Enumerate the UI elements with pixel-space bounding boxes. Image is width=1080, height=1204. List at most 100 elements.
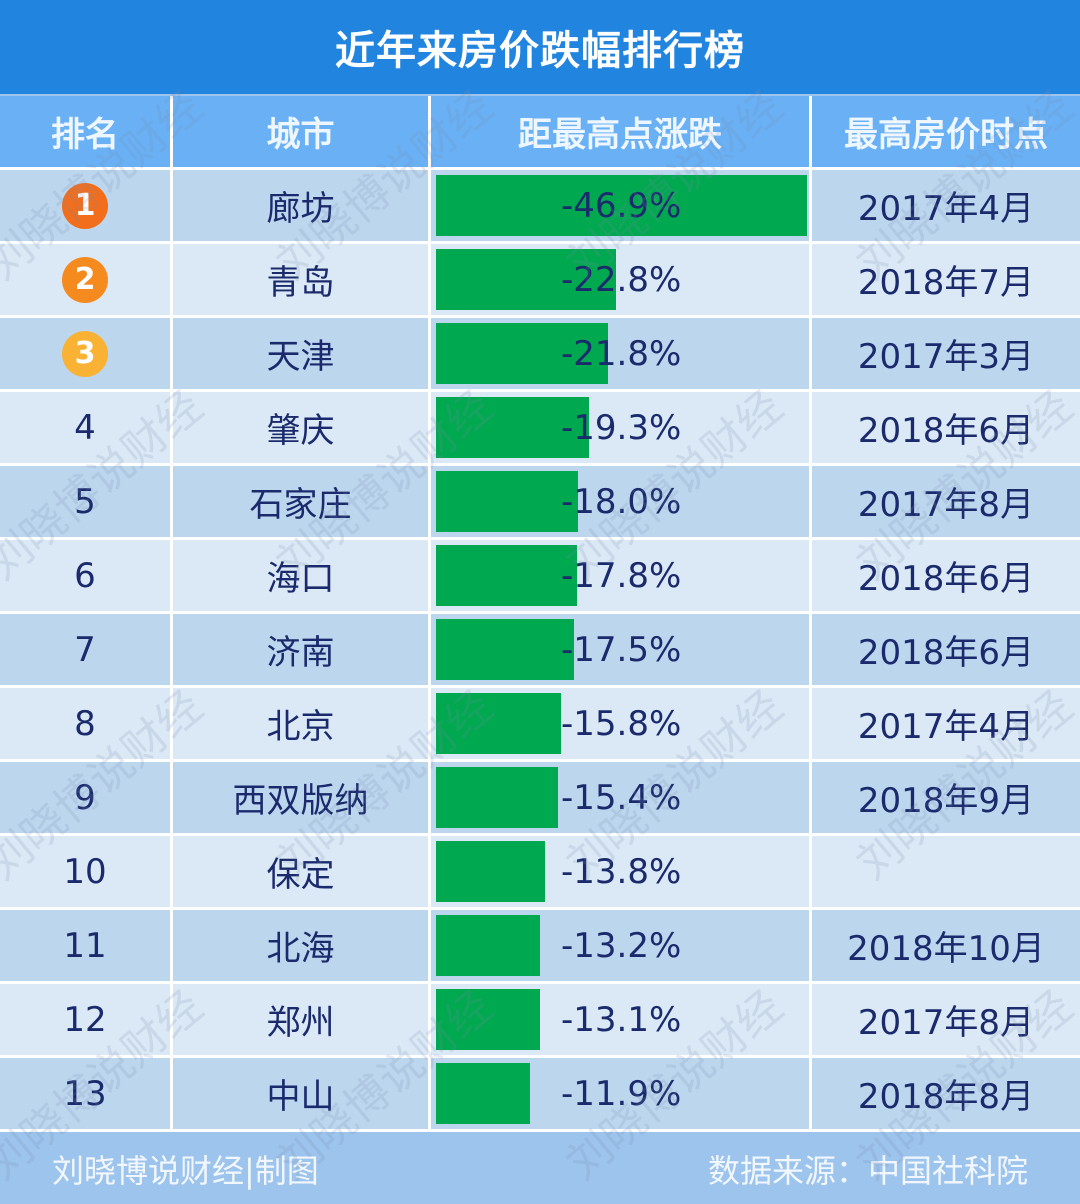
peak-cell: 2018年8月 (812, 1058, 1080, 1132)
change-value: -13.1% (561, 999, 682, 1040)
page-title: 近年来房价跌幅排行榜 (0, 0, 1080, 94)
city-cell: 廊坊 (173, 170, 431, 244)
rank-text: 5 (74, 481, 96, 522)
change-bar (436, 471, 578, 532)
change-value: -19.3% (561, 407, 682, 448)
city-cell: 北京 (173, 688, 431, 762)
peak-cell: 2018年6月 (812, 540, 1080, 614)
change-bar (436, 545, 577, 606)
change-cell: -13.2% (431, 910, 812, 984)
rank-text: 10 (63, 851, 107, 892)
rank-text: 8 (74, 703, 96, 744)
rank-text: 13 (63, 1073, 107, 1114)
table-row: 3 天津 -21.8% 2017年3月 (0, 318, 1080, 392)
change-bar (436, 619, 574, 680)
table-row: 6 海口 -17.8% 2018年6月 (0, 540, 1080, 614)
source-text: 数据来源：中国社科院 (707, 1152, 1028, 1190)
table-row: 8 北京 -15.8% 2017年4月 (0, 688, 1080, 762)
city-cell: 北海 (173, 910, 431, 984)
rank-cell: 10 (0, 836, 173, 910)
table-row: 9 西双版纳 -15.4% 2018年9月 (0, 762, 1080, 836)
peak-cell: 2017年3月 (812, 318, 1080, 392)
change-value: -18.0% (561, 481, 682, 522)
rank-cell: 2 (0, 244, 173, 318)
change-value: -17.5% (561, 629, 682, 670)
ranking-table: 排名 城市 距最高点涨跌 最高房价时点 1 廊坊 -46.9% 2017年4月 … (0, 96, 1080, 1132)
change-bar (436, 841, 545, 902)
city-cell: 青岛 (173, 244, 431, 318)
change-value: -17.8% (561, 555, 682, 596)
city-cell: 郑州 (173, 984, 431, 1058)
rank-cell: 7 (0, 614, 173, 688)
rank-cell: 11 (0, 910, 173, 984)
table-row: 7 济南 -17.5% 2018年6月 (0, 614, 1080, 688)
peak-cell: 2017年8月 (812, 466, 1080, 540)
footer: 刘晓博说财经|制图 数据来源：中国社科院 (0, 1134, 1080, 1204)
change-bar (436, 323, 608, 384)
rank-cell: 12 (0, 984, 173, 1058)
peak-cell: 2018年7月 (812, 244, 1080, 318)
change-cell: -19.3% (431, 392, 812, 466)
city-cell: 肇庆 (173, 392, 431, 466)
peak-cell: 2018年9月 (812, 762, 1080, 836)
table-row: 12 郑州 -13.1% 2017年8月 (0, 984, 1080, 1058)
rank-badge: 1 (62, 182, 108, 229)
table-row: 13 中山 -11.9% 2018年8月 (0, 1058, 1080, 1132)
change-value: -11.9% (561, 1073, 682, 1114)
rank-cell: 3 (0, 318, 173, 392)
change-cell: -13.8% (431, 836, 812, 910)
change-bar (436, 249, 616, 310)
city-cell: 西双版纳 (173, 762, 431, 836)
rank-text: 11 (63, 925, 107, 966)
rank-text: 6 (74, 555, 96, 596)
city-cell: 石家庄 (173, 466, 431, 540)
header-peak: 最高房价时点 (812, 96, 1080, 170)
table-row: 4 肇庆 -19.3% 2018年6月 (0, 392, 1080, 466)
peak-cell: 2017年8月 (812, 984, 1080, 1058)
change-bar (436, 1063, 530, 1124)
rank-badge: 3 (62, 330, 108, 377)
table-row: 1 廊坊 -46.9% 2017年4月 (0, 170, 1080, 244)
table-row: 10 保定 -13.8% (0, 836, 1080, 910)
city-cell: 天津 (173, 318, 431, 392)
change-cell: -13.1% (431, 984, 812, 1058)
change-value: -13.8% (561, 851, 682, 892)
table-row: 2 青岛 -22.8% 2018年7月 (0, 244, 1080, 318)
change-cell: -15.8% (431, 688, 812, 762)
peak-cell: 2018年6月 (812, 392, 1080, 466)
change-bar (436, 767, 558, 828)
change-cell: -15.4% (431, 762, 812, 836)
peak-cell: 2018年10月 (812, 910, 1080, 984)
rank-cell: 5 (0, 466, 173, 540)
credit-text: 刘晓博说财经|制图 (52, 1152, 319, 1190)
peak-cell: 2018年6月 (812, 614, 1080, 688)
rank-cell: 1 (0, 170, 173, 244)
rank-text: 12 (63, 999, 107, 1040)
change-bar (436, 175, 807, 236)
city-cell: 保定 (173, 836, 431, 910)
change-value: -46.9% (561, 185, 682, 226)
change-value: -15.4% (561, 777, 682, 818)
change-bar (436, 397, 589, 458)
table-row: 11 北海 -13.2% 2018年10月 (0, 910, 1080, 984)
header-rank: 排名 (0, 96, 173, 170)
table-header: 排名 城市 距最高点涨跌 最高房价时点 (0, 96, 1080, 170)
rank-cell: 9 (0, 762, 173, 836)
change-cell: -11.9% (431, 1058, 812, 1132)
table-row: 5 石家庄 -18.0% 2017年8月 (0, 466, 1080, 540)
change-value: -21.8% (561, 333, 682, 374)
change-cell: -46.9% (431, 170, 812, 244)
rank-text: 7 (74, 629, 96, 670)
change-bar (436, 693, 561, 754)
change-cell: -17.5% (431, 614, 812, 688)
rank-cell: 8 (0, 688, 173, 762)
header-city: 城市 (173, 96, 431, 170)
peak-cell: 2017年4月 (812, 688, 1080, 762)
rank-text: 9 (74, 777, 96, 818)
rank-badge: 2 (62, 256, 108, 303)
change-cell: -17.8% (431, 540, 812, 614)
city-cell: 中山 (173, 1058, 431, 1132)
rank-cell: 13 (0, 1058, 173, 1132)
rank-text: 4 (74, 407, 96, 448)
change-bar (436, 915, 540, 976)
